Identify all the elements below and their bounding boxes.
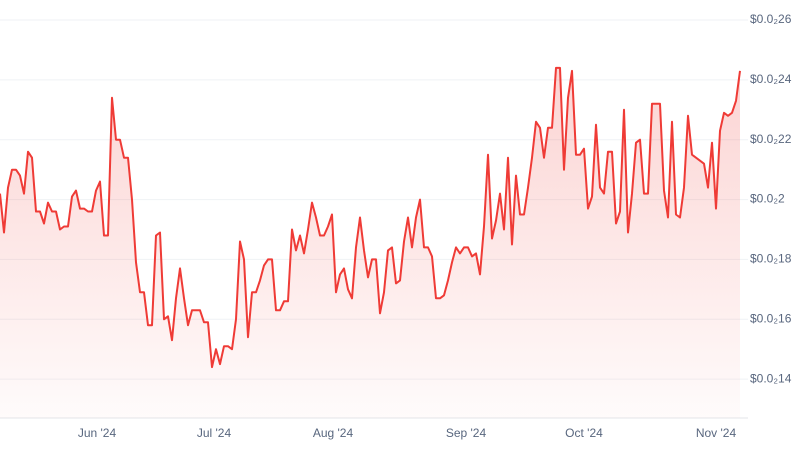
area bbox=[0, 67, 740, 419]
x-tick-label: Jun '24 bbox=[78, 426, 117, 440]
y-tick-label: $0.0₂26 bbox=[750, 12, 792, 26]
x-tick-label: Sep '24 bbox=[446, 426, 487, 440]
y-tick-label: $0.0₂18 bbox=[750, 252, 792, 266]
y-tick-label: $0.0₂2 bbox=[750, 192, 785, 206]
x-tick-label: Nov '24 bbox=[696, 426, 737, 440]
y-tick-label: $0.0₂24 bbox=[750, 72, 792, 86]
y-tick-label: $0.0₂16 bbox=[750, 311, 792, 325]
x-tick-label: Aug '24 bbox=[313, 426, 354, 440]
x-tick-label: Jul '24 bbox=[197, 426, 232, 440]
x-tick-label: Oct '24 bbox=[565, 426, 603, 440]
y-tick-label: $0.0₂22 bbox=[750, 132, 792, 146]
y-tick-label: $0.0₂14 bbox=[750, 371, 792, 385]
price-line bbox=[0, 66, 741, 369]
